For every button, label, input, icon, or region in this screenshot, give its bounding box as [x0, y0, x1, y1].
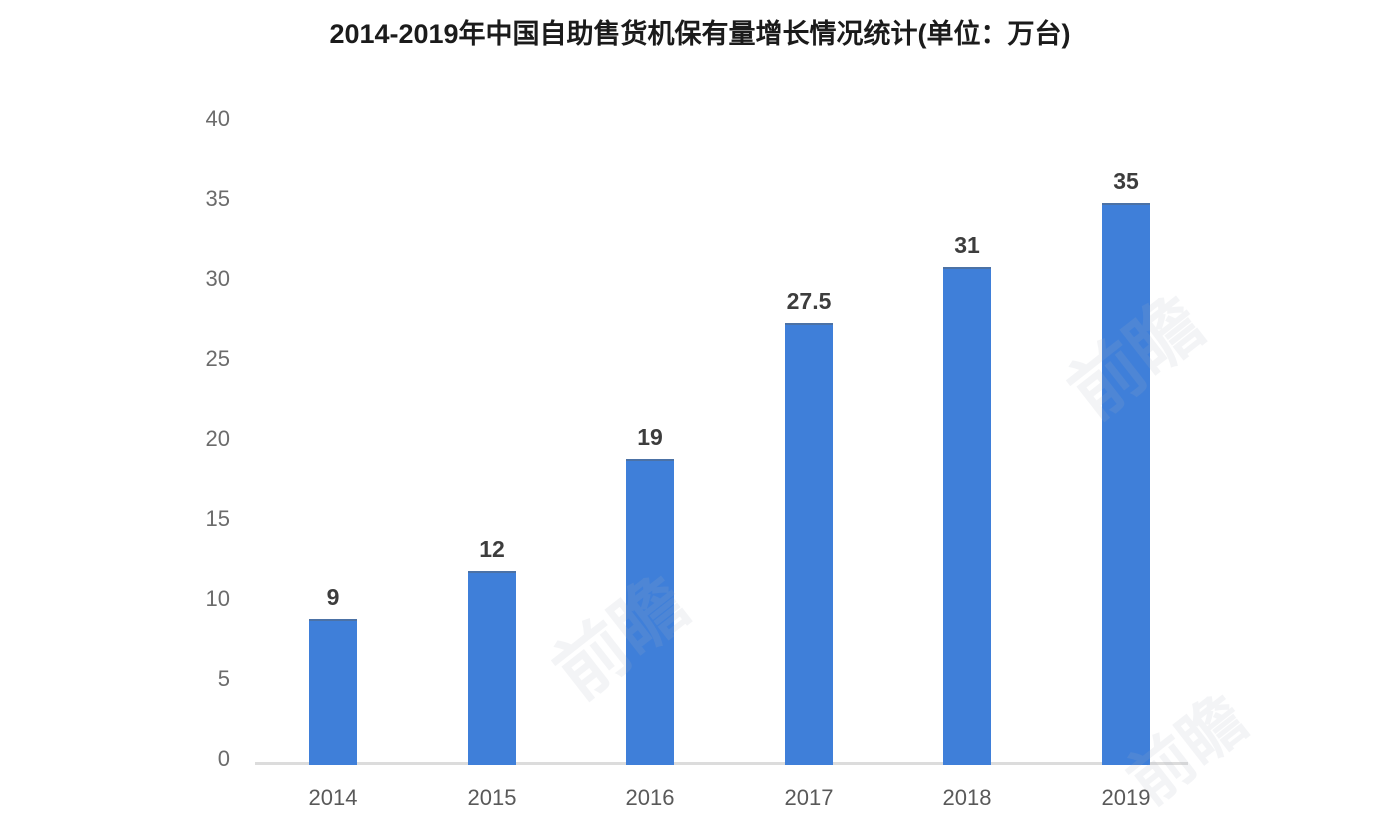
- y-tick-label: 30: [205, 266, 230, 291]
- bar-value-label: 12: [479, 536, 505, 562]
- bar-value-label: 35: [1113, 168, 1139, 194]
- y-tick-label: 35: [205, 186, 230, 211]
- y-tick-label: 5: [217, 666, 230, 691]
- bar-2016: [626, 459, 674, 765]
- bar-2019: [1102, 203, 1150, 765]
- x-tick-label: 2018: [942, 785, 992, 810]
- y-tick-label: 20: [205, 426, 230, 451]
- bar-value-label: 9: [326, 584, 340, 610]
- x-tick-label: 2017: [784, 785, 834, 810]
- bar-value-label: 27.5: [786, 288, 832, 314]
- bar-2018: [943, 267, 991, 765]
- y-tick-label: 40: [205, 106, 230, 131]
- x-tick-label: 2019: [1101, 785, 1151, 810]
- y-tick-label: 0: [217, 746, 230, 771]
- watermark-text: 前瞻: [540, 562, 703, 715]
- x-tick-label: 2016: [625, 785, 675, 810]
- chart-title: 2014-2019年中国自助售货机保有量增长情况统计(单位：万台): [329, 19, 1071, 49]
- bar-2015: [468, 571, 516, 765]
- x-tick-label: 2014: [308, 785, 358, 810]
- y-tick-label: 25: [205, 346, 230, 371]
- bar-2014: [309, 619, 357, 765]
- bar-2017: [785, 323, 833, 765]
- bar-value-label: 31: [954, 232, 980, 258]
- y-tick-label: 15: [205, 506, 230, 531]
- y-tick-label: 10: [205, 586, 230, 611]
- bar-value-label: 19: [637, 424, 663, 450]
- x-tick-label: 2015: [467, 785, 517, 810]
- x-axis-line: [255, 762, 1188, 765]
